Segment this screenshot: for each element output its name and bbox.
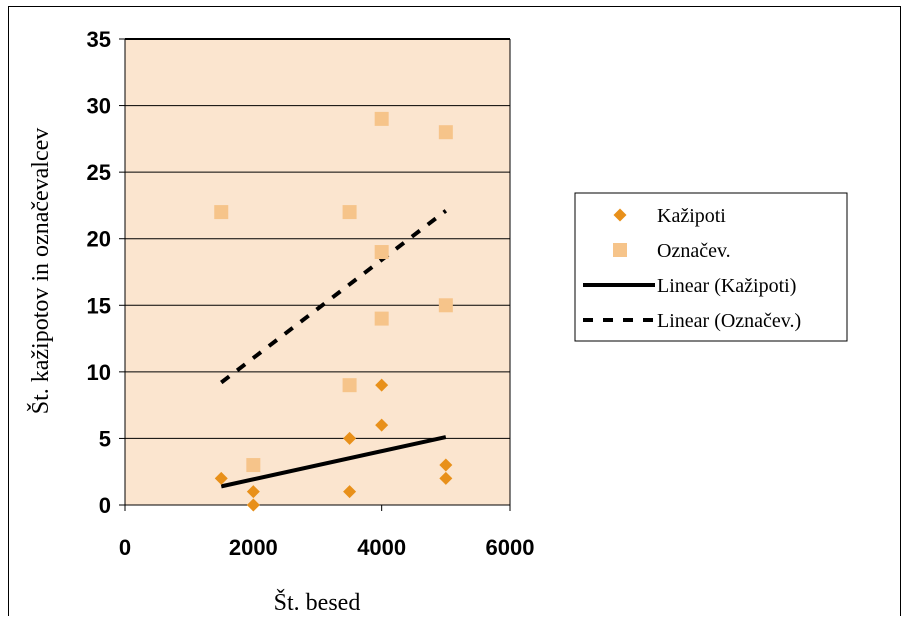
data-point-kazipoti	[246, 485, 260, 499]
plot-area	[125, 39, 510, 505]
data-point-kazipoti	[375, 418, 389, 432]
data-point-kazipoti	[214, 471, 228, 485]
data-point-oznacev	[438, 298, 453, 313]
y-tick-label: 10	[87, 360, 111, 385]
y-axis-title: Št. kažipotov in označevalcev	[27, 128, 54, 415]
legend-swatch	[613, 243, 627, 257]
y-tick-label: 25	[87, 160, 111, 185]
data-points	[214, 111, 453, 512]
data-point-kazipoti	[375, 378, 389, 392]
y-tick-label: 0	[99, 493, 111, 518]
x-tick-label: 0	[119, 535, 131, 560]
x-tick-label: 6000	[486, 535, 535, 560]
data-point-oznacev	[214, 205, 229, 220]
y-tick-label: 20	[87, 227, 111, 252]
y-tick-label: 30	[87, 94, 111, 119]
y-tick-label: 15	[87, 293, 111, 318]
chart-frame	[8, 6, 901, 616]
data-point-oznacev	[342, 378, 357, 393]
data-point-oznacev	[374, 111, 389, 126]
data-point-kazipoti	[439, 458, 453, 472]
legend-label: Linear (Označev.)	[657, 310, 801, 332]
x-tick-label: 2000	[229, 535, 278, 560]
y-tick-label: 35	[87, 27, 111, 52]
legend-item-kazipoti: Kažipoti	[613, 205, 726, 227]
trendline-kazipoti	[220, 435, 447, 489]
legend-item-linear-oznacev: Linear (Označev.)	[583, 310, 801, 332]
data-point-kazipoti	[439, 471, 453, 485]
trendline-oznacev	[220, 209, 448, 385]
data-point-kazipoti	[343, 431, 357, 445]
legend: Kažipoti Označev. Linear (Kažipoti) Linear …	[574, 192, 848, 342]
x-axis-title: Št. besed	[274, 589, 361, 616]
data-point-oznacev	[438, 125, 453, 140]
data-point-kazipoti	[246, 498, 260, 512]
data-point-oznacev	[374, 245, 389, 260]
y-tick-label: 5	[99, 426, 111, 451]
legend-label: Kažipoti	[657, 205, 726, 227]
data-point-oznacev	[374, 311, 389, 326]
data-point-oznacev	[246, 458, 261, 473]
legend-item-linear-kazipoti: Linear (Kažipoti)	[583, 275, 796, 297]
data-point-oznacev	[342, 205, 357, 220]
data-point-kazipoti	[343, 485, 357, 499]
legend-label: Označev.	[657, 240, 731, 262]
x-tick-label: 4000	[357, 535, 406, 560]
trendlines	[220, 209, 448, 489]
legend-item-oznacev: Označev.	[613, 240, 731, 262]
legend-label: Linear (Kažipoti)	[657, 275, 796, 297]
legend-swatch	[613, 208, 627, 222]
axes	[124, 39, 511, 506]
tick-labels: 0 5 10 15 20 25 30 35 0 2000 4000 6000	[87, 27, 535, 560]
